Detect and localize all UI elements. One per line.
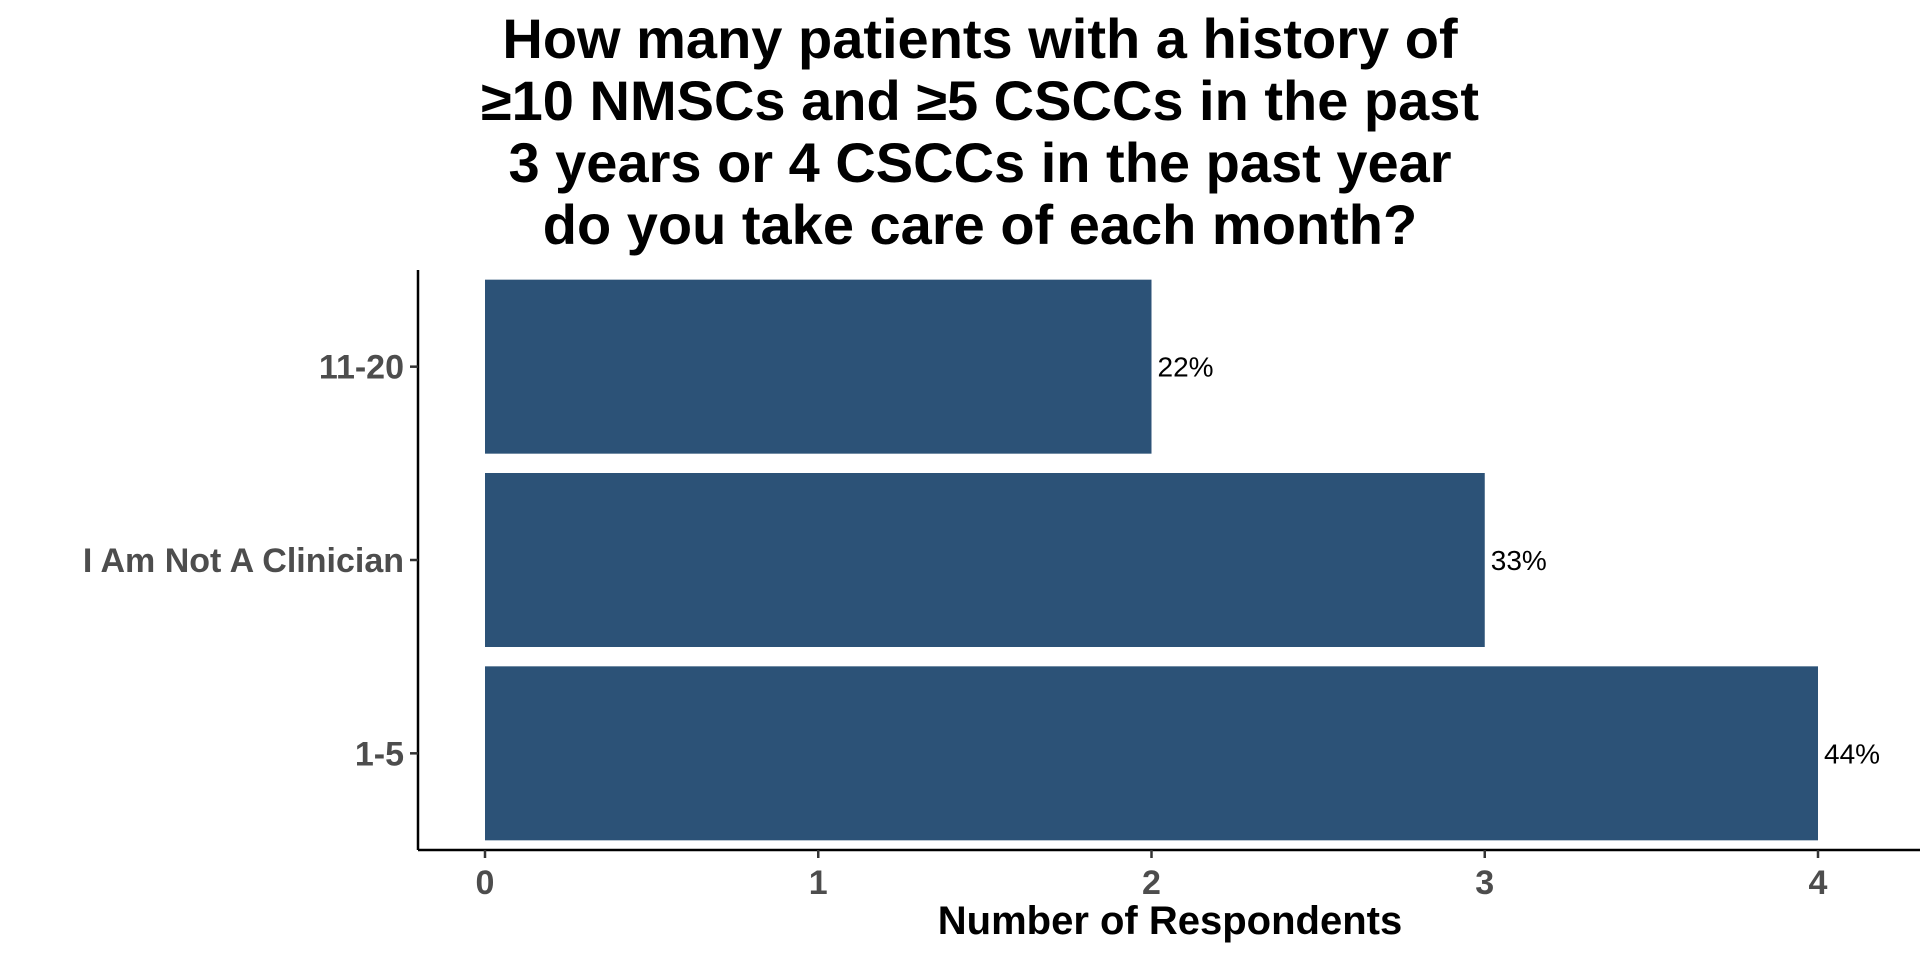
data-labels-layer: 44% 33% 22%: [1158, 352, 1881, 770]
data-label: 44%: [1824, 738, 1880, 769]
x-axis-title: Number of Respondents: [938, 899, 1402, 943]
x-tick-label: 2: [1142, 864, 1161, 902]
bar: [485, 666, 1818, 841]
y-tick-label: 11-20: [319, 349, 404, 387]
y-ticks-layer: 1-5 I Am Not A Clinician 11-20: [83, 349, 418, 773]
x-tick-label: 3: [1475, 864, 1494, 902]
x-tick-label: 1: [809, 864, 828, 902]
bar: [485, 473, 1485, 647]
bar: [485, 279, 1152, 454]
data-label: 22%: [1158, 352, 1214, 383]
data-label: 33%: [1491, 545, 1547, 576]
bars-layer: [485, 279, 1818, 841]
y-tick-label: 1-5: [355, 735, 404, 773]
x-ticks-layer: 0 1 2 3 4: [476, 850, 1828, 902]
y-tick-label: I Am Not A Clinician: [83, 542, 404, 580]
x-tick-label: 0: [476, 864, 495, 902]
chart-title: How many patients with a history of ≥10 …: [480, 7, 1480, 256]
x-tick-label: 4: [1809, 864, 1828, 902]
